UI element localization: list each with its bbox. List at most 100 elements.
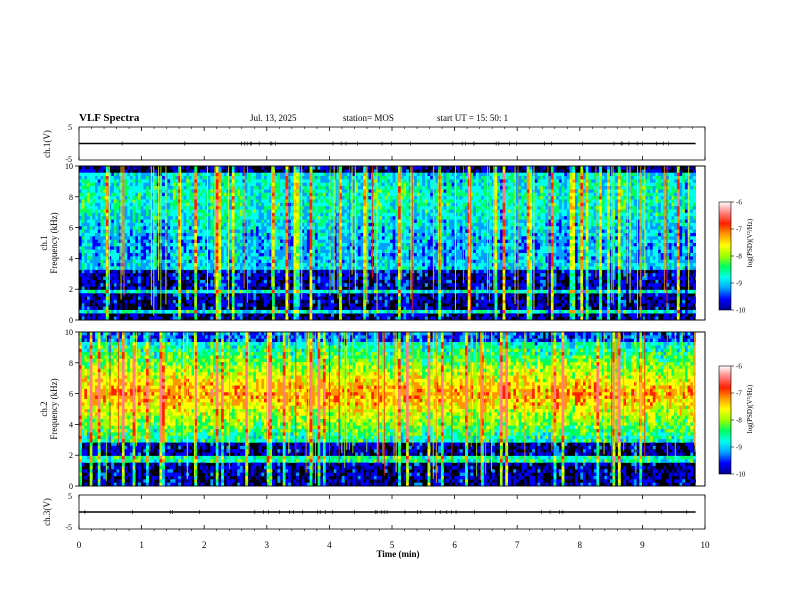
- spectrogram-cell: [398, 172, 402, 177]
- spectrogram-cell: [451, 226, 455, 230]
- spectrogram-cell: [403, 169, 407, 173]
- spectrogram-cell: [178, 206, 182, 210]
- spectrogram-cell: [301, 219, 305, 224]
- spectrogram-cell: [430, 206, 434, 210]
- spectrogram-cell: [558, 209, 562, 214]
- spectrogram-cell: [542, 186, 546, 190]
- spectrogram-cell: [272, 192, 276, 197]
- spectrogram-cell: [569, 209, 573, 214]
- spectrogram-cell: [202, 202, 206, 207]
- spectrogram-cell: [274, 209, 278, 214]
- spectrogram-cell: [416, 226, 420, 230]
- spectrogram-cell: [162, 229, 166, 234]
- spectrogram-cell: [129, 239, 133, 244]
- spectrogram-cell: [566, 236, 570, 240]
- spectrogram-cell: [100, 236, 104, 240]
- spectrogram-cell: [191, 232, 195, 237]
- spectrogram-cell: [253, 182, 257, 187]
- spectrogram-cell: [170, 199, 174, 204]
- spectrogram-cell: [561, 202, 565, 207]
- spectrogram-cell: [269, 219, 273, 224]
- spectrogram-cell: [395, 182, 399, 187]
- spectrogram-cell: [548, 219, 552, 224]
- spectrogram-cell: [529, 219, 533, 224]
- spectrogram-cell: [97, 209, 101, 214]
- spectrogram-cell: [274, 186, 278, 190]
- spectrogram-cell: [312, 179, 316, 184]
- spectrogram-cell: [349, 186, 353, 190]
- spectrogram-cell: [263, 239, 267, 244]
- spectrogram-cell: [148, 186, 152, 190]
- spectrogram-cell: [103, 189, 107, 194]
- spectrogram-cell: [569, 229, 573, 234]
- spectrogram-cell: [580, 166, 584, 170]
- spectrogram-cell: [290, 179, 294, 184]
- spectrogram-cell: [188, 219, 192, 224]
- spectrogram-cell: [601, 192, 605, 197]
- spectrogram-cell: [542, 182, 546, 187]
- spectrogram-cell: [671, 216, 675, 220]
- spectrogram-cell: [467, 166, 471, 170]
- spectrogram-cell: [451, 222, 455, 227]
- spectrogram-cell: [266, 182, 270, 187]
- spectrogram-cell: [448, 182, 452, 187]
- spectrogram-cell: [577, 182, 581, 187]
- spectrogram-cell: [623, 172, 627, 177]
- spectrogram-cell: [183, 229, 187, 234]
- spectrogram-cell: [191, 239, 195, 244]
- spectrogram-cell: [368, 189, 372, 194]
- spectrogram-cell: [424, 192, 428, 197]
- spectrogram-cell: [105, 226, 109, 230]
- spectrogram-cell: [650, 179, 654, 184]
- spectrogram-cell: [457, 206, 460, 210]
- spectrogram-cell: [432, 166, 436, 170]
- spectrogram-cell: [218, 179, 222, 184]
- spectrogram-cell: [237, 229, 241, 234]
- spectrogram-cell: [210, 192, 214, 197]
- spectrogram-cell: [272, 166, 276, 170]
- spectrogram-cell: [196, 206, 200, 210]
- spectrogram-cell: [583, 209, 586, 214]
- spectrogram-cell: [671, 226, 675, 230]
- spectrogram-cell: [100, 206, 104, 210]
- spectrogram-cell: [561, 209, 565, 214]
- spectrogram-cell: [569, 172, 573, 177]
- spectrogram-cell: [467, 226, 471, 230]
- spectrogram-cell: [132, 182, 136, 187]
- spectrogram-cell: [97, 182, 101, 187]
- spectrogram-cell: [95, 219, 99, 224]
- spectrogram-cell: [183, 182, 187, 187]
- spectrogram-cell: [205, 186, 208, 190]
- spectrogram-cell: [435, 196, 439, 200]
- spectrogram-cell: [658, 236, 662, 240]
- spectrogram-cell: [580, 176, 584, 180]
- spectrogram-cell: [443, 186, 447, 190]
- spectrogram-cell: [526, 216, 530, 220]
- spectrogram-cell: [154, 229, 158, 234]
- spectrogram-cell: [223, 232, 227, 237]
- spectrogram-cell: [636, 219, 640, 224]
- spectrogram-cell: [360, 176, 364, 180]
- spectrogram-cell: [588, 189, 592, 194]
- spectrogram-cell: [593, 222, 597, 227]
- spectrogram-cell: [347, 202, 351, 207]
- spectrogram-cell: [550, 182, 554, 187]
- spectrogram-cell: [363, 219, 367, 224]
- spectrogram-cell: [561, 206, 565, 210]
- spectrogram-cell: [269, 199, 273, 204]
- spectrogram-cell: [113, 176, 117, 180]
- spectrogram-cell: [545, 219, 549, 224]
- spectrogram-cell: [481, 236, 485, 240]
- spectrogram-cell: [641, 192, 645, 197]
- spectrogram-cell: [599, 196, 603, 200]
- spectrogram-cell: [473, 219, 477, 224]
- spectrogram-cell: [655, 182, 659, 187]
- spectrogram-cell: [129, 172, 133, 177]
- spectrogram-cell: [655, 212, 659, 217]
- spectrogram-cell: [692, 172, 696, 177]
- spectrogram-cell: [679, 182, 683, 187]
- spectrogram-cell: [505, 226, 509, 230]
- spectrogram-cell: [146, 212, 149, 217]
- spectrogram-cell: [489, 192, 493, 197]
- spectrogram-cell: [652, 216, 656, 220]
